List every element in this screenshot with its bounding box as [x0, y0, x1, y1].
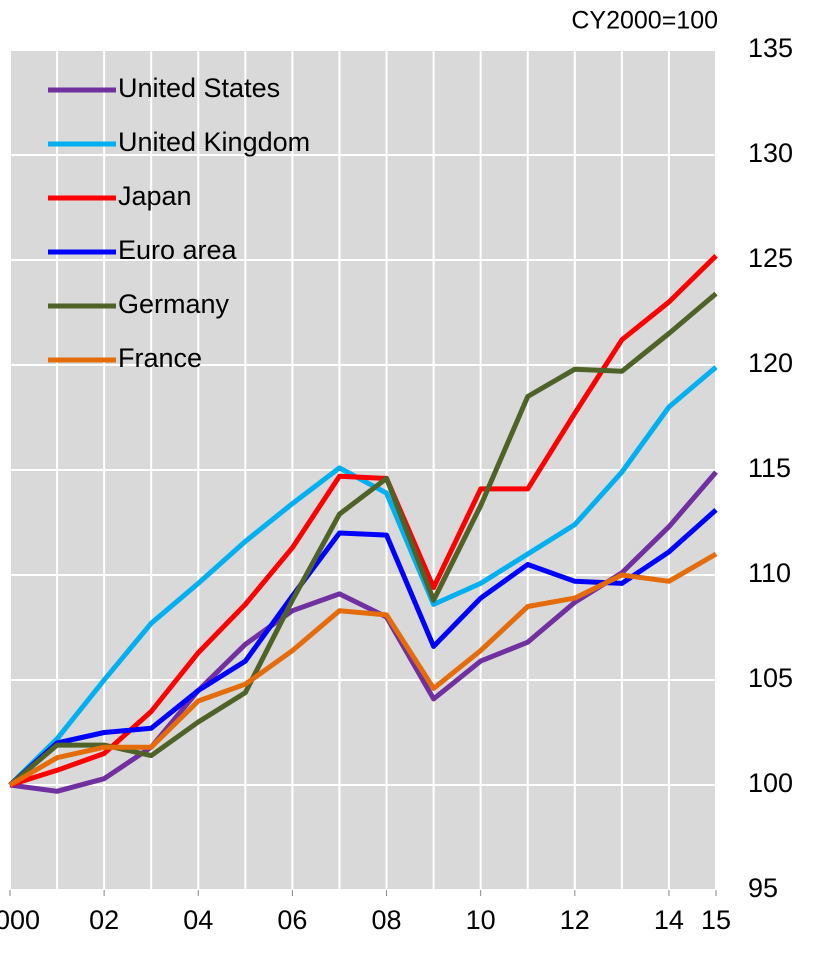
legend-label: Japan [118, 181, 192, 211]
legend-label: United States [118, 73, 280, 103]
legend-label: Germany [118, 289, 230, 319]
series-line [8, 551, 718, 788]
legend-label: France [118, 343, 202, 373]
y-tick-label: 95 [748, 873, 778, 903]
y-tick-label: 130 [748, 138, 793, 168]
y-tick-label: 125 [748, 243, 793, 273]
x-tick-label: 06 [277, 905, 307, 935]
x-tick-label: 08 [372, 905, 402, 935]
legend-label: United Kingdom [118, 127, 310, 157]
y-tick-label: 105 [748, 663, 793, 693]
series-line [8, 508, 718, 787]
x-tick-label: 10 [466, 905, 496, 935]
x-tick-label: 04 [183, 905, 213, 935]
series-line [8, 291, 718, 787]
series-line [8, 365, 718, 787]
x-tick-label: 15 [701, 905, 731, 935]
y-tick-label: 135 [748, 33, 793, 63]
y-tick-label: 120 [748, 348, 793, 378]
annotation: CY2000=100 [571, 7, 718, 35]
y-tick-label: 115 [748, 453, 791, 483]
x-tick-label: 14 [654, 905, 684, 935]
x-tick-label: 2000 [0, 905, 40, 935]
x-tick-label: 12 [560, 905, 590, 935]
x-tick-label: 02 [89, 905, 119, 935]
y-tick-label: 100 [748, 768, 793, 798]
y-tick-label: 110 [748, 558, 791, 588]
legend-label: Euro area [118, 235, 238, 265]
